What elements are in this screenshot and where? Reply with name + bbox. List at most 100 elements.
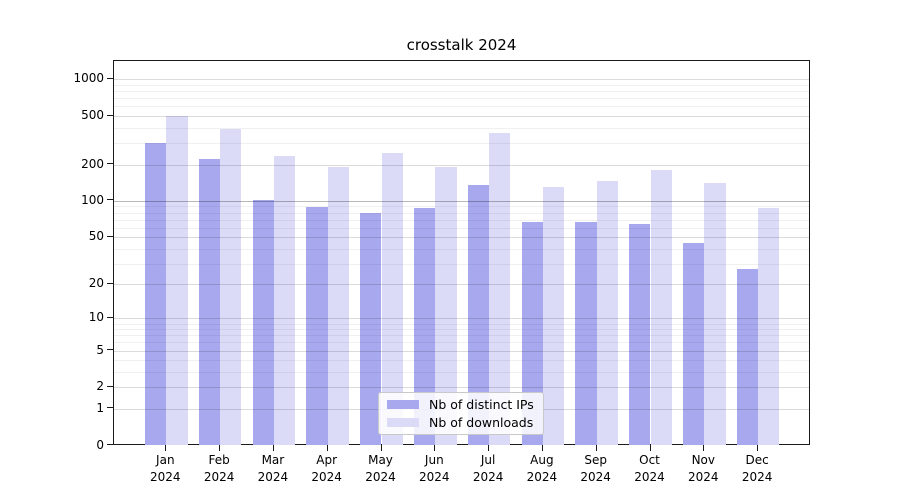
y-tick-mark <box>107 444 113 445</box>
gridline-minor <box>114 248 809 250</box>
y-tick-mark <box>107 385 113 387</box>
bar-downloads-apr <box>327 166 349 446</box>
y-tick-mark <box>107 349 113 351</box>
bar-downloads-jan <box>166 115 188 446</box>
chart-title: crosstalk 2024 <box>406 36 517 54</box>
bar-downloads-oct <box>650 169 672 446</box>
x-tick-label-dec: Dec 2024 <box>741 453 773 484</box>
x-tick-label-jun: Jun 2024 <box>419 453 450 484</box>
x-tick-label-aug: Aug 2024 <box>526 453 558 484</box>
legend-item-distinct-ips: Nb of distinct IPs <box>387 397 535 412</box>
y-tick-mark <box>107 199 113 201</box>
x-tick-mark <box>757 445 759 451</box>
x-tick-mark <box>434 445 436 451</box>
bar-downloads-mar <box>273 156 296 446</box>
gridline-minor <box>114 219 809 221</box>
bar-ips-jul <box>467 185 490 446</box>
x-tick-label-oct: Oct 2024 <box>634 453 665 484</box>
gridline-major-1000 <box>114 79 809 81</box>
y-tick-label-2: 2 <box>96 379 104 394</box>
legend-swatch-downloads-icon <box>387 417 419 427</box>
y-tick-label-500: 500 <box>81 108 104 123</box>
x-tick-label-apr: Apr 2024 <box>311 453 342 484</box>
bar-downloads-may <box>381 153 403 446</box>
y-tick-label-1: 1 <box>96 400 104 415</box>
x-tick-mark <box>649 445 651 451</box>
gridline-minor <box>114 323 809 325</box>
bar-ips-jan <box>145 143 167 446</box>
x-tick-mark <box>272 445 274 451</box>
bar-ips-apr <box>306 207 328 446</box>
x-tick-mark <box>380 445 382 451</box>
bar-ips-mar <box>252 199 274 446</box>
bar-downloads-aug <box>542 186 565 446</box>
gridline-minor <box>114 372 809 374</box>
gridline-minor <box>114 106 809 108</box>
legend-label-distinct-ips: Nb of distinct IPs <box>429 397 534 413</box>
y-tick-mark <box>107 114 113 116</box>
gridline-minor <box>114 98 809 100</box>
y-tick-label-10: 10 <box>88 310 104 325</box>
legend-item-downloads: Nb of downloads <box>387 415 535 430</box>
bar-ips-nov <box>683 242 705 446</box>
gridline-minor <box>114 91 809 93</box>
y-tick-mark <box>107 163 113 164</box>
gridline-major-50 <box>114 237 809 239</box>
x-tick-mark <box>488 445 490 451</box>
gridline-minor <box>114 329 809 331</box>
y-tick-mark <box>107 282 113 284</box>
gridline-minor <box>114 342 809 344</box>
x-tick-label-feb: Feb 2024 <box>203 453 235 484</box>
bar-downloads-dec <box>758 207 780 446</box>
plot-area <box>113 60 810 446</box>
gridline-major-2 <box>114 387 809 389</box>
y-tick-label-1000: 1000 <box>73 71 104 86</box>
x-tick-label-may: May 2024 <box>365 453 396 484</box>
x-tick-label-nov: Nov 2024 <box>688 453 719 484</box>
x-tick-label-jul: Jul 2024 <box>472 453 504 484</box>
gridline-minor <box>114 227 809 229</box>
y-tick-mark <box>107 77 113 79</box>
gridline-minor <box>114 335 809 337</box>
legend-swatch-distinct-ips-icon <box>387 400 419 410</box>
bar-ips-oct <box>629 223 651 446</box>
gridline-minor <box>114 212 809 214</box>
y-tick-mark <box>107 407 113 409</box>
bar-ips-aug <box>521 221 543 446</box>
y-tick-label-200: 200 <box>81 156 104 171</box>
x-tick-mark <box>219 445 221 451</box>
y-tick-mark <box>107 235 113 237</box>
gridline-major-10 <box>114 318 809 320</box>
y-tick-label-50: 50 <box>88 229 104 244</box>
bar-ips-jun <box>414 207 436 446</box>
x-tick-mark <box>326 445 328 451</box>
bar-downloads-jul <box>489 132 511 446</box>
x-tick-label-sep: Sep 2024 <box>580 453 611 484</box>
y-tick-mark <box>107 316 113 318</box>
gridline-minor <box>114 360 809 362</box>
bar-ips-dec <box>736 268 759 446</box>
y-tick-label-100: 100 <box>81 192 104 207</box>
y-tick-label-0: 0 <box>96 437 104 452</box>
bar-ips-feb <box>198 159 221 446</box>
x-tick-mark <box>703 445 705 451</box>
bar-downloads-feb <box>220 128 242 446</box>
bar-downloads-sep <box>596 181 618 446</box>
bar-downloads-nov <box>704 182 726 446</box>
x-tick-label-jan: Jan 2024 <box>150 453 181 484</box>
x-tick-label-mar: Mar 2024 <box>257 453 289 484</box>
gridline-minor <box>114 263 809 265</box>
x-tick-mark <box>165 445 167 451</box>
gridline-major-20 <box>114 284 809 286</box>
gridline-major-200 <box>114 164 809 166</box>
gridline-minor <box>114 85 809 87</box>
gridline-minor <box>114 143 809 145</box>
legend-label-downloads: Nb of downloads <box>429 414 534 430</box>
bar-ips-sep <box>575 221 597 446</box>
gridline-minor <box>114 127 809 129</box>
gridline-major-500 <box>114 116 809 118</box>
legend: Nb of distinct IPs Nb of downloads <box>378 392 544 435</box>
y-tick-label-5: 5 <box>96 342 104 357</box>
y-tick-label-20: 20 <box>88 276 104 291</box>
